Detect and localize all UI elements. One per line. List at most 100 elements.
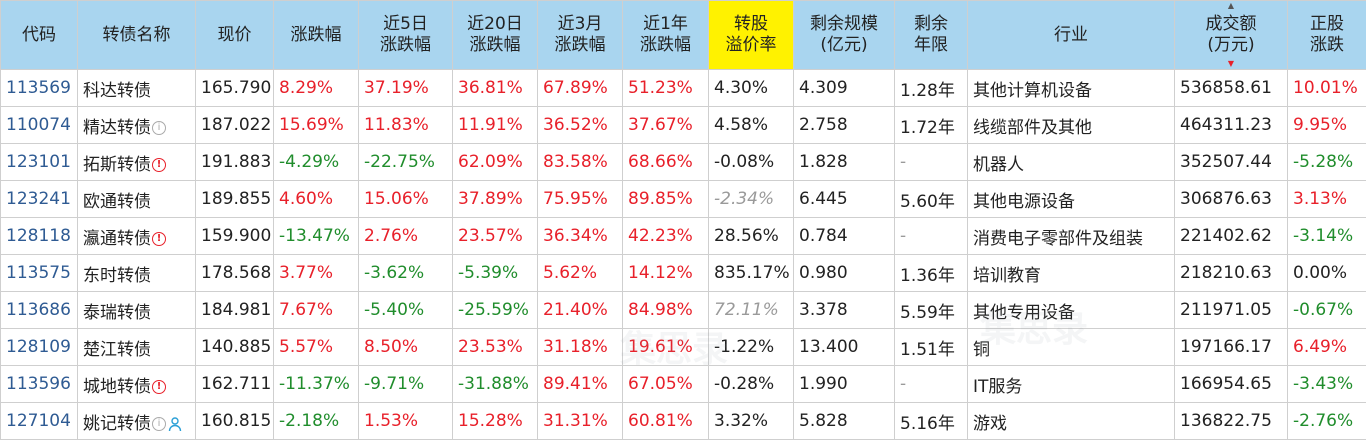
col-code-value[interactable]: 113686: [6, 300, 71, 320]
col-name-cell[interactable]: 欧通转债: [77, 180, 196, 218]
col-name-value[interactable]: 精达转债: [83, 117, 151, 138]
col-code-value[interactable]: 123101: [6, 152, 71, 172]
info-icon[interactable]: i: [152, 120, 166, 135]
col-code-header[interactable]: 代码: [0, 0, 78, 70]
sort-asc-icon[interactable]: ▲: [1227, 1, 1235, 10]
table-row[interactable]: 127104 姚记转债 i 160.815 -2.18% 1.53% 15.28% 31.31…: [0, 402, 1366, 440]
col-price-value: 189.855: [201, 189, 272, 209]
col-change-1y-value: 51.23%: [628, 78, 693, 98]
col-code-cell[interactable]: 123101: [0, 143, 78, 181]
col-change-cell: -13.47%: [273, 217, 359, 255]
table-row[interactable]: 113569 科达转债 165.790 8.29% 37.19% 36.81% 67.89%…: [0, 69, 1366, 107]
col-years-cell: 5.16年: [894, 402, 968, 440]
col-change-5d-value: -22.75%: [364, 152, 435, 172]
col-industry-value: IT服务: [973, 376, 1023, 397]
col-code-cell[interactable]: 113569: [0, 69, 78, 107]
table-row[interactable]: 113596 城地转债! 162.711 -11.37% -9.71% -31.88% 89…: [0, 365, 1366, 403]
col-change-20d-value: 15.28%: [458, 411, 523, 431]
col-code-cell[interactable]: 128109: [0, 328, 78, 366]
col-stock-change-value: 10.01%: [1293, 78, 1358, 98]
col-code-cell[interactable]: 128118: [0, 217, 78, 255]
col-industry-header[interactable]: 行业: [967, 0, 1175, 70]
col-name-value[interactable]: 欧通转债: [83, 191, 151, 212]
sort-desc-icon[interactable]: ▼: [1227, 59, 1235, 68]
col-change-1y-value: 68.66%: [628, 152, 693, 172]
col-stock-change-header[interactable]: 正股 涨跌: [1287, 0, 1366, 70]
col-change-5d-value: 11.83%: [364, 115, 429, 135]
col-name-value[interactable]: 科达转债: [83, 80, 151, 101]
warning-icon[interactable]: !: [152, 157, 166, 172]
col-code-cell[interactable]: 127104: [0, 402, 78, 440]
col-years-value: 1.36年: [900, 265, 955, 286]
col-code-value[interactable]: 127104: [6, 411, 71, 431]
col-change-20d-header[interactable]: 近20日 涨跌幅: [452, 0, 538, 70]
table-row[interactable]: 110074 精达转债 i 187.022 15.69% 11.83% 11.91% 36.5…: [0, 106, 1366, 144]
col-code-cell[interactable]: 113596: [0, 365, 78, 403]
col-name-cell[interactable]: 东时转债: [77, 254, 196, 292]
col-premium-header[interactable]: 转股 溢价率: [708, 0, 794, 70]
col-scale-header[interactable]: 剩余规模 (亿元): [793, 0, 895, 70]
col-years-header[interactable]: 剩余 年限: [894, 0, 968, 70]
col-name-cell[interactable]: 泰瑞转债: [77, 291, 196, 329]
warning-icon[interactable]: !: [152, 231, 166, 246]
col-name-value[interactable]: 拓斯转债: [83, 154, 151, 175]
table-row[interactable]: 113575 东时转债 178.568 3.77% -3.62% -5.39% 5.62% 1…: [0, 254, 1366, 292]
warning-icon[interactable]: !: [152, 379, 166, 394]
col-code-value[interactable]: 128118: [6, 226, 71, 246]
col-name-cell[interactable]: 科达转债: [77, 69, 196, 107]
col-code-value[interactable]: 113575: [6, 263, 71, 283]
col-name-header[interactable]: 转债名称: [77, 0, 196, 70]
col-code-value[interactable]: 110074: [6, 115, 71, 135]
table-row[interactable]: 123241 欧通转债 189.855 4.60% 15.06% 37.89% 75.95%…: [0, 180, 1366, 218]
col-name-cell[interactable]: 楚江转债: [77, 328, 196, 366]
col-years-value: -: [900, 152, 907, 172]
col-years-cell: 5.59年: [894, 291, 968, 329]
col-turnover-cell: 197166.17: [1174, 328, 1288, 366]
user-icon[interactable]: [167, 416, 183, 432]
col-name-cell[interactable]: 城地转债!: [77, 365, 196, 403]
col-code-cell[interactable]: 113575: [0, 254, 78, 292]
col-code-value[interactable]: 128109: [6, 337, 71, 357]
col-price-header[interactable]: 现价: [195, 0, 274, 70]
col-change-1y-value: 42.23%: [628, 226, 693, 246]
col-premium-cell: 3.32%: [708, 402, 794, 440]
col-change-1y-header[interactable]: 近1年 涨跌幅: [622, 0, 709, 70]
col-change-header[interactable]: 涨跌幅: [273, 0, 359, 70]
col-name-value[interactable]: 东时转债: [83, 265, 151, 286]
col-change-3m-header[interactable]: 近3月 涨跌幅: [537, 0, 623, 70]
table-row[interactable]: 128109 楚江转债 140.885 5.57% 8.50% 23.53% 31.18% 1…: [0, 328, 1366, 366]
col-code-cell[interactable]: 110074: [0, 106, 78, 144]
col-name-cell[interactable]: 精达转债 i: [77, 106, 196, 144]
col-turnover-cell: 536858.61: [1174, 69, 1288, 107]
col-code-cell[interactable]: 113686: [0, 291, 78, 329]
col-code-cell[interactable]: 123241: [0, 180, 78, 218]
col-turnover-header[interactable]: 成交额 (万元) ▲ ▼: [1174, 0, 1288, 70]
col-change-3m-value: 83.58%: [543, 152, 608, 172]
col-industry-value: 其他计算机设备: [973, 80, 1092, 101]
col-scale-cell: 3.378: [793, 291, 895, 329]
col-change-20d-cell: 11.91%: [452, 106, 538, 144]
col-name-cell[interactable]: 拓斯转债!: [77, 143, 196, 181]
col-name-value[interactable]: 城地转债: [83, 376, 151, 397]
col-industry-cell: 培训教育: [967, 254, 1175, 292]
col-name-value[interactable]: 泰瑞转债: [83, 302, 151, 323]
table-row[interactable]: 123101 拓斯转债! 191.883 -4.29% -22.75% 62.09% 83.…: [0, 143, 1366, 181]
col-name-cell[interactable]: 瀛通转债!: [77, 217, 196, 255]
col-premium-value: 4.30%: [714, 78, 769, 98]
col-name-value[interactable]: 姚记转债: [83, 413, 151, 434]
col-code-value[interactable]: 123241: [6, 189, 71, 209]
col-change-5d-cell: 15.06%: [358, 180, 453, 218]
col-change-3m-value: 31.31%: [543, 411, 608, 431]
col-change-5d-value: 15.06%: [364, 189, 429, 209]
info-icon[interactable]: i: [152, 416, 166, 431]
col-change-5d-header[interactable]: 近5日 涨跌幅: [358, 0, 453, 70]
col-code-value[interactable]: 113569: [6, 78, 71, 98]
col-name-value[interactable]: 瀛通转债: [83, 228, 151, 249]
table-row[interactable]: 113686 泰瑞转债 184.981 7.67% -5.40% -25.59% 21.40…: [0, 291, 1366, 329]
col-code-value[interactable]: 113596: [6, 374, 71, 394]
col-industry-cell: IT服务: [967, 365, 1175, 403]
col-name-cell[interactable]: 姚记转债 i: [77, 402, 196, 440]
col-name-value[interactable]: 楚江转债: [83, 339, 151, 360]
col-change-5d-value: 2.76%: [364, 226, 419, 246]
table-row[interactable]: 128118 瀛通转债! 159.900 -13.47% 2.76% 23.57% 36.3…: [0, 217, 1366, 255]
